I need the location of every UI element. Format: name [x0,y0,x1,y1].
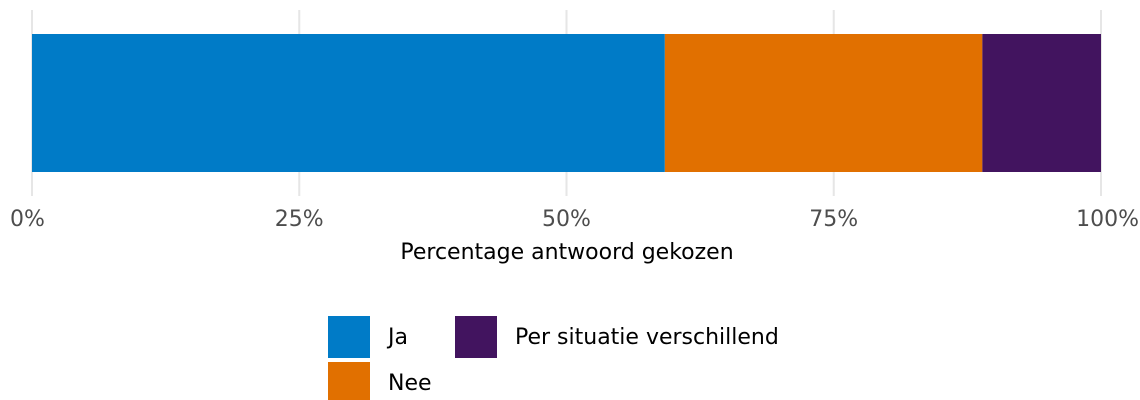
x-tick-label: 0% [10,207,45,232]
x-tick-label: 75% [809,207,858,232]
bar-segment [982,34,1101,172]
x-axis-title: Percentage antwoord gekozen [400,240,733,265]
bar-segment [664,34,983,172]
legend-swatch [455,316,497,358]
legend-swatch [328,316,370,358]
bar-segment [32,34,665,172]
x-tick-label: 25% [275,207,324,232]
legend-swatch [328,362,370,400]
x-tick-label: 50% [542,207,591,232]
legend-label: Ja [386,325,408,350]
legend-label: Nee [388,371,432,396]
x-tick-label: 100% [1076,207,1139,232]
legend-label: Per situatie verschillend [515,325,779,350]
